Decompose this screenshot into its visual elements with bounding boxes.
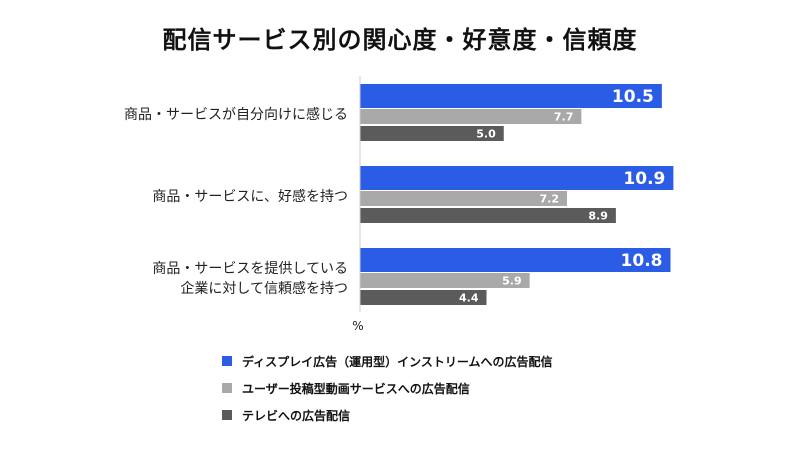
bar	[360, 290, 487, 305]
data-label: 8.9	[588, 210, 608, 223]
bar	[360, 109, 582, 124]
data-label: 7.7	[554, 111, 574, 124]
bar	[360, 84, 662, 108]
bar	[360, 166, 674, 190]
data-label: 5.0	[476, 128, 496, 141]
category-label: 商品・サービスに、好感を持つ	[152, 188, 348, 205]
data-label: 5.9	[502, 275, 522, 288]
category-label: 商品・サービスを提供している	[152, 261, 348, 277]
legend-label: ユーザー投稿型動画サービスへの広告配信	[242, 381, 470, 396]
legend-swatch-display	[222, 356, 232, 366]
data-label: 10.5	[612, 87, 654, 107]
bar	[360, 208, 616, 223]
legend-item: テレビへの広告配信	[222, 405, 553, 425]
data-label: 10.9	[623, 169, 665, 189]
bar	[360, 248, 671, 272]
bar	[360, 191, 567, 206]
legend: ディスプレイ広告（運用型）インストリームへの広告配信 ユーザー投稿型動画サービス…	[222, 351, 553, 432]
category-label: 商品・サービスが自分向けに感じる	[124, 106, 348, 123]
data-label: 4.4	[459, 292, 479, 305]
chart-title: 配信サービス別の関心度・好意度・信頼度	[162, 26, 638, 54]
bar	[360, 126, 504, 141]
legend-swatch-tv	[222, 410, 232, 420]
bar	[360, 273, 530, 288]
axis-unit-label: %	[352, 319, 363, 333]
category-label: 企業に対して信頼感を持つ	[180, 280, 348, 297]
legend-item: ユーザー投稿型動画サービスへの広告配信	[222, 378, 553, 398]
bar-chart: 10.5 7.7 5.0 商品・サービスが自分向けに感じる 10.9 7.2 8.9 商品・サ…	[124, 76, 674, 333]
legend-swatch-ugc	[222, 383, 232, 393]
legend-item: ディスプレイ広告（運用型）インストリームへの広告配信	[222, 351, 553, 371]
data-label: 7.2	[540, 193, 560, 206]
data-label: 10.8	[621, 251, 663, 271]
legend-label: テレビへの広告配信	[242, 408, 351, 423]
legend-label: ディスプレイ広告（運用型）インストリームへの広告配信	[242, 354, 553, 369]
